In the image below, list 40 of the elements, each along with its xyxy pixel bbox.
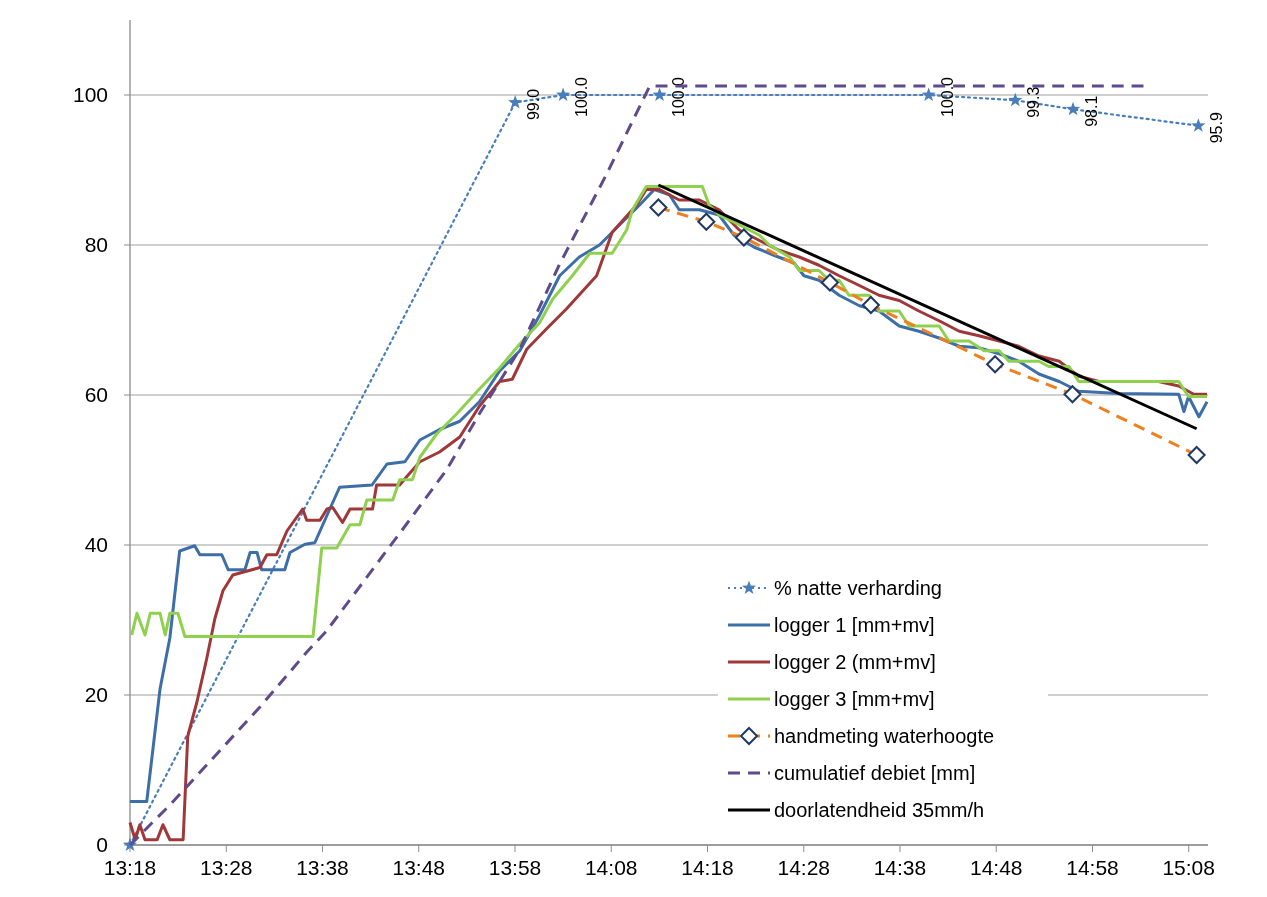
legend-label: logger 2 (mm+mv] [774, 651, 936, 673]
x-tick-label: 15:08 [1162, 856, 1215, 879]
point [1191, 118, 1206, 132]
legend-label: logger 3 [mm+mv] [774, 688, 935, 710]
point [1065, 101, 1081, 116]
x-tick-label: 13:58 [488, 856, 542, 879]
data-label: 99.3 [1025, 86, 1043, 118]
y-tick-label: 60 [84, 383, 108, 407]
point [1008, 92, 1023, 107]
x-tick-label: 14:58 [1066, 856, 1119, 879]
point [921, 87, 936, 102]
data-label: 99.0 [525, 88, 543, 121]
y-tick-label: 0 [96, 833, 108, 857]
y-tick-label: 80 [84, 233, 108, 257]
legend-label: handmeting waterhoogte [774, 725, 995, 747]
y-tick-label: 40 [84, 533, 108, 557]
point [652, 87, 667, 102]
y-tick-label: 100 [72, 83, 108, 107]
legend-label: logger 1 [mm+mv] [774, 614, 935, 636]
x-tick-label: 13:28 [199, 856, 253, 879]
point [555, 87, 571, 102]
y-tick-label: 20 [84, 683, 108, 707]
data-label: 95.9 [1208, 112, 1226, 144]
point [508, 95, 523, 109]
line-series [130, 185, 1209, 638]
x-tick-label: 13:18 [103, 856, 157, 879]
x-tick-label: 13:38 [296, 856, 349, 879]
x-tick-label: 14:08 [584, 856, 638, 879]
legend-label: doorlatendheid 35mm/h [774, 799, 985, 821]
x-tick-label: 13:48 [392, 856, 446, 879]
data-label: 100.0 [938, 76, 956, 118]
data-label: 98.1 [1083, 95, 1101, 127]
x-tick-label: 14:28 [777, 856, 831, 879]
legend-label: % natte verharding [774, 577, 942, 599]
x-tick-label: 14:18 [681, 856, 734, 879]
data-label: 100.0 [669, 76, 687, 118]
data-label: 100.0 [573, 76, 591, 118]
legend-label: cumulatief debiet [mm] [774, 762, 976, 784]
x-tick-label: 14:48 [969, 856, 1023, 879]
x-tick-label: 14:38 [873, 856, 927, 879]
